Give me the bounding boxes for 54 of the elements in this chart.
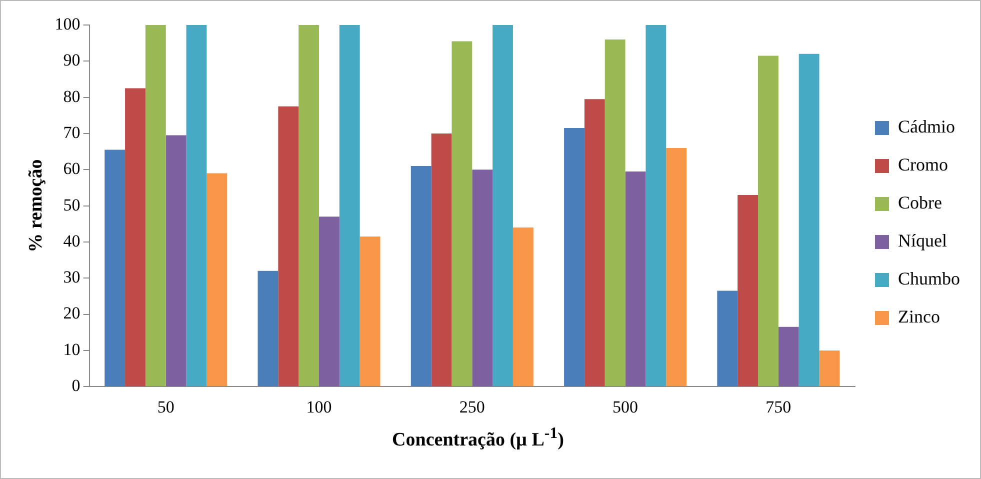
bar — [778, 326, 799, 386]
legend-label: Zinco — [898, 306, 940, 327]
y-tick-label: 20 — [63, 304, 80, 323]
bar — [278, 106, 299, 386]
bar — [819, 350, 840, 386]
bar — [646, 25, 666, 386]
bar — [492, 25, 513, 386]
x-tick-label: 100 — [306, 397, 332, 416]
bar — [472, 170, 493, 386]
bar — [298, 25, 320, 386]
bar — [360, 236, 380, 386]
bar — [410, 166, 432, 386]
x-tick-label: 750 — [766, 397, 792, 416]
y-tick-label: 80 — [63, 86, 80, 106]
bar — [625, 171, 646, 386]
y-tick-label: 10 — [63, 340, 80, 359]
bar — [584, 99, 605, 386]
x-tick-label: 500 — [612, 397, 638, 416]
bar — [104, 150, 126, 386]
legend-label: Chumbo — [898, 268, 960, 289]
legend-label: Cromo — [898, 154, 948, 175]
bar — [186, 25, 207, 386]
x-tick-label: 50 — [157, 397, 174, 416]
y-tick-label: 50 — [63, 195, 80, 214]
y-tick-label: 40 — [63, 231, 80, 250]
x-tick-label: 250 — [459, 397, 485, 416]
y-tick-label: 60 — [63, 159, 80, 178]
bar — [738, 194, 758, 386]
bar — [452, 41, 472, 386]
bar — [125, 88, 146, 386]
bar — [604, 39, 626, 386]
bar — [339, 25, 360, 386]
bar — [564, 128, 584, 386]
bar — [717, 290, 738, 386]
y-tick-label: 30 — [63, 268, 80, 287]
y-tick-label: 70 — [63, 122, 80, 142]
y-tick-label: 100 — [54, 14, 80, 34]
bar — [666, 148, 687, 386]
bar — [145, 25, 166, 386]
bar — [512, 227, 534, 386]
bar — [798, 54, 820, 386]
bar — [431, 133, 452, 386]
y-tick-label: 90 — [63, 50, 80, 70]
legend-label: Cádmio — [898, 116, 955, 137]
bar — [758, 56, 778, 386]
legend-label: Níquel — [898, 230, 947, 251]
bar — [166, 135, 186, 386]
bar — [206, 173, 228, 386]
x-axis-title: Concentração (µ L$^{-1}$) — [391, 425, 565, 452]
bar — [258, 270, 278, 386]
bar — [319, 216, 340, 386]
legend-label: Cobre — [898, 192, 942, 213]
y-axis-title: % remoção — [25, 159, 46, 252]
y-tick-label: 0 — [72, 376, 80, 396]
